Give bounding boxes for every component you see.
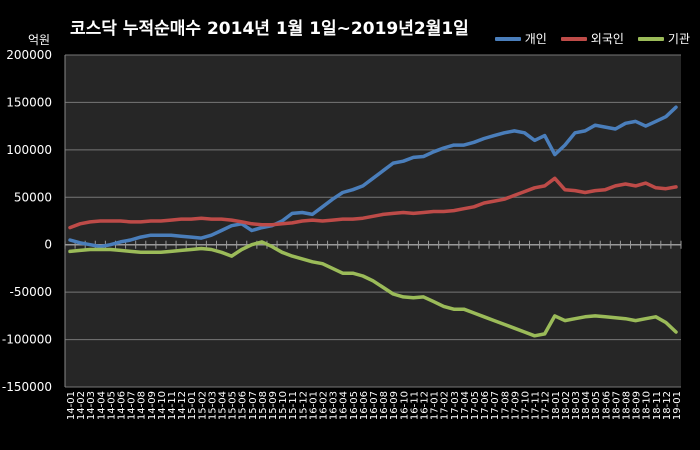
y-tick-label: 0 (44, 238, 52, 252)
series-line-institution (68, 240, 678, 338)
x-tick-label: 16-11 (409, 391, 420, 420)
x-tick-label: 18-12 (662, 391, 673, 420)
x-tick-label: 15-04 (218, 391, 229, 420)
x-tick-label: 14-04 (96, 391, 107, 420)
x-tick-label: 15-07 (248, 391, 259, 420)
x-tick-label: 15-10 (278, 391, 289, 420)
x-tick-label: 14-07 (127, 391, 138, 420)
x-tick-label: 18-05 (591, 391, 602, 420)
y-tick-label: 200000 (6, 48, 52, 62)
y-tick-label: 50000 (14, 190, 52, 204)
chart-title: 코스닥 누적순매수 2014년 1월 1일~2019년2월1일 (70, 19, 469, 39)
legend-label-institution: 기관 (667, 32, 690, 46)
x-tick-label: 17-10 (520, 391, 531, 420)
x-tick-label: 15-12 (298, 391, 309, 420)
legend-label-individual: 개인 (524, 32, 547, 46)
x-tick-label: 14-09 (147, 391, 158, 420)
x-tick-label: 15-02 (197, 391, 208, 420)
legend-label-foreign: 외국인 (590, 32, 624, 46)
x-tick-label: 14-02 (76, 391, 87, 420)
x-tick-label: 18-03 (571, 391, 582, 420)
y-tick-label: -150000 (2, 380, 52, 394)
x-tick-label: 17-12 (541, 391, 552, 420)
x-tick-label: 14-06 (117, 391, 128, 420)
x-tick-label: 16-10 (399, 391, 410, 420)
x-tick-label: 16-01 (308, 391, 319, 420)
x-tick-label: 16-03 (329, 391, 340, 420)
x-tick-label: 16-06 (359, 391, 370, 420)
x-tick-label: 17-03 (450, 391, 461, 420)
series-line-foreign (68, 176, 678, 230)
series-line-individual (68, 105, 678, 249)
x-tick-label: 18-09 (632, 391, 643, 420)
x-tick-label: 14-08 (137, 391, 148, 420)
x-tick-label: 15-11 (288, 391, 299, 420)
x-tick-label: 17-05 (470, 391, 481, 420)
x-tick-label: 19-01 (672, 391, 683, 420)
x-tick-label: 17-04 (460, 391, 471, 420)
x-tick-label: 15-03 (207, 391, 218, 420)
x-tick-label: 16-12 (419, 391, 430, 420)
y-axis-unit-label: 억원 (28, 33, 51, 47)
x-tick-label: 17-09 (510, 391, 521, 420)
legend-swatch-individual (494, 36, 521, 41)
x-tick-label: 16-08 (379, 391, 390, 420)
x-tick-label: 17-01 (430, 391, 441, 420)
x-tick-label: 14-11 (167, 391, 178, 420)
x-tick-label: 17-06 (480, 391, 491, 420)
legend: 개인 외국인 기관 (494, 30, 690, 47)
x-tick-label: 14-01 (66, 391, 77, 420)
x-tick-label: 15-06 (238, 391, 249, 420)
x-tick-label: 18-06 (601, 391, 612, 420)
x-tick-label: 16-04 (339, 391, 350, 420)
x-tick-label: 16-07 (369, 391, 380, 420)
x-tick-label: 18-01 (551, 391, 562, 420)
x-tick-label: 18-10 (642, 391, 653, 420)
y-tick-label: -100000 (2, 333, 52, 347)
legend-item-institution: 기관 (637, 30, 690, 47)
legend-item-individual: 개인 (494, 30, 547, 47)
x-tick-label: 15-09 (268, 391, 279, 420)
x-tick-label: 14-12 (177, 391, 188, 420)
x-tick-label: 17-08 (500, 391, 511, 420)
legend-swatch-foreign (560, 36, 587, 41)
x-tick-label: 15-08 (258, 391, 269, 420)
x-tick-label: 18-04 (581, 391, 592, 420)
x-tick-label: 14-03 (86, 391, 97, 420)
x-tick-label: 14-05 (106, 391, 117, 420)
legend-swatch-institution (637, 36, 664, 41)
x-tick-label: 14-10 (157, 391, 168, 420)
x-tick-label: 18-08 (621, 391, 632, 420)
legend-item-foreign: 외국인 (560, 30, 624, 47)
y-tick-label: 150000 (6, 95, 52, 109)
x-tick-label: 15-01 (187, 391, 198, 420)
x-tick-label: 16-09 (389, 391, 400, 420)
y-tick-label: 100000 (6, 143, 52, 157)
x-tick-label: 16-02 (319, 391, 330, 420)
x-tick-label: 18-07 (611, 391, 622, 420)
x-tick-label: 17-11 (531, 391, 542, 420)
x-tick-label: 18-02 (561, 391, 572, 420)
x-tick-label: 15-05 (228, 391, 239, 420)
x-tick-label: 17-07 (490, 391, 501, 420)
y-tick-label: -50000 (9, 285, 52, 299)
x-tick-label: 18-11 (652, 391, 663, 420)
x-tick-label: 16-05 (349, 391, 360, 420)
x-tick-label: 17-02 (440, 391, 451, 420)
